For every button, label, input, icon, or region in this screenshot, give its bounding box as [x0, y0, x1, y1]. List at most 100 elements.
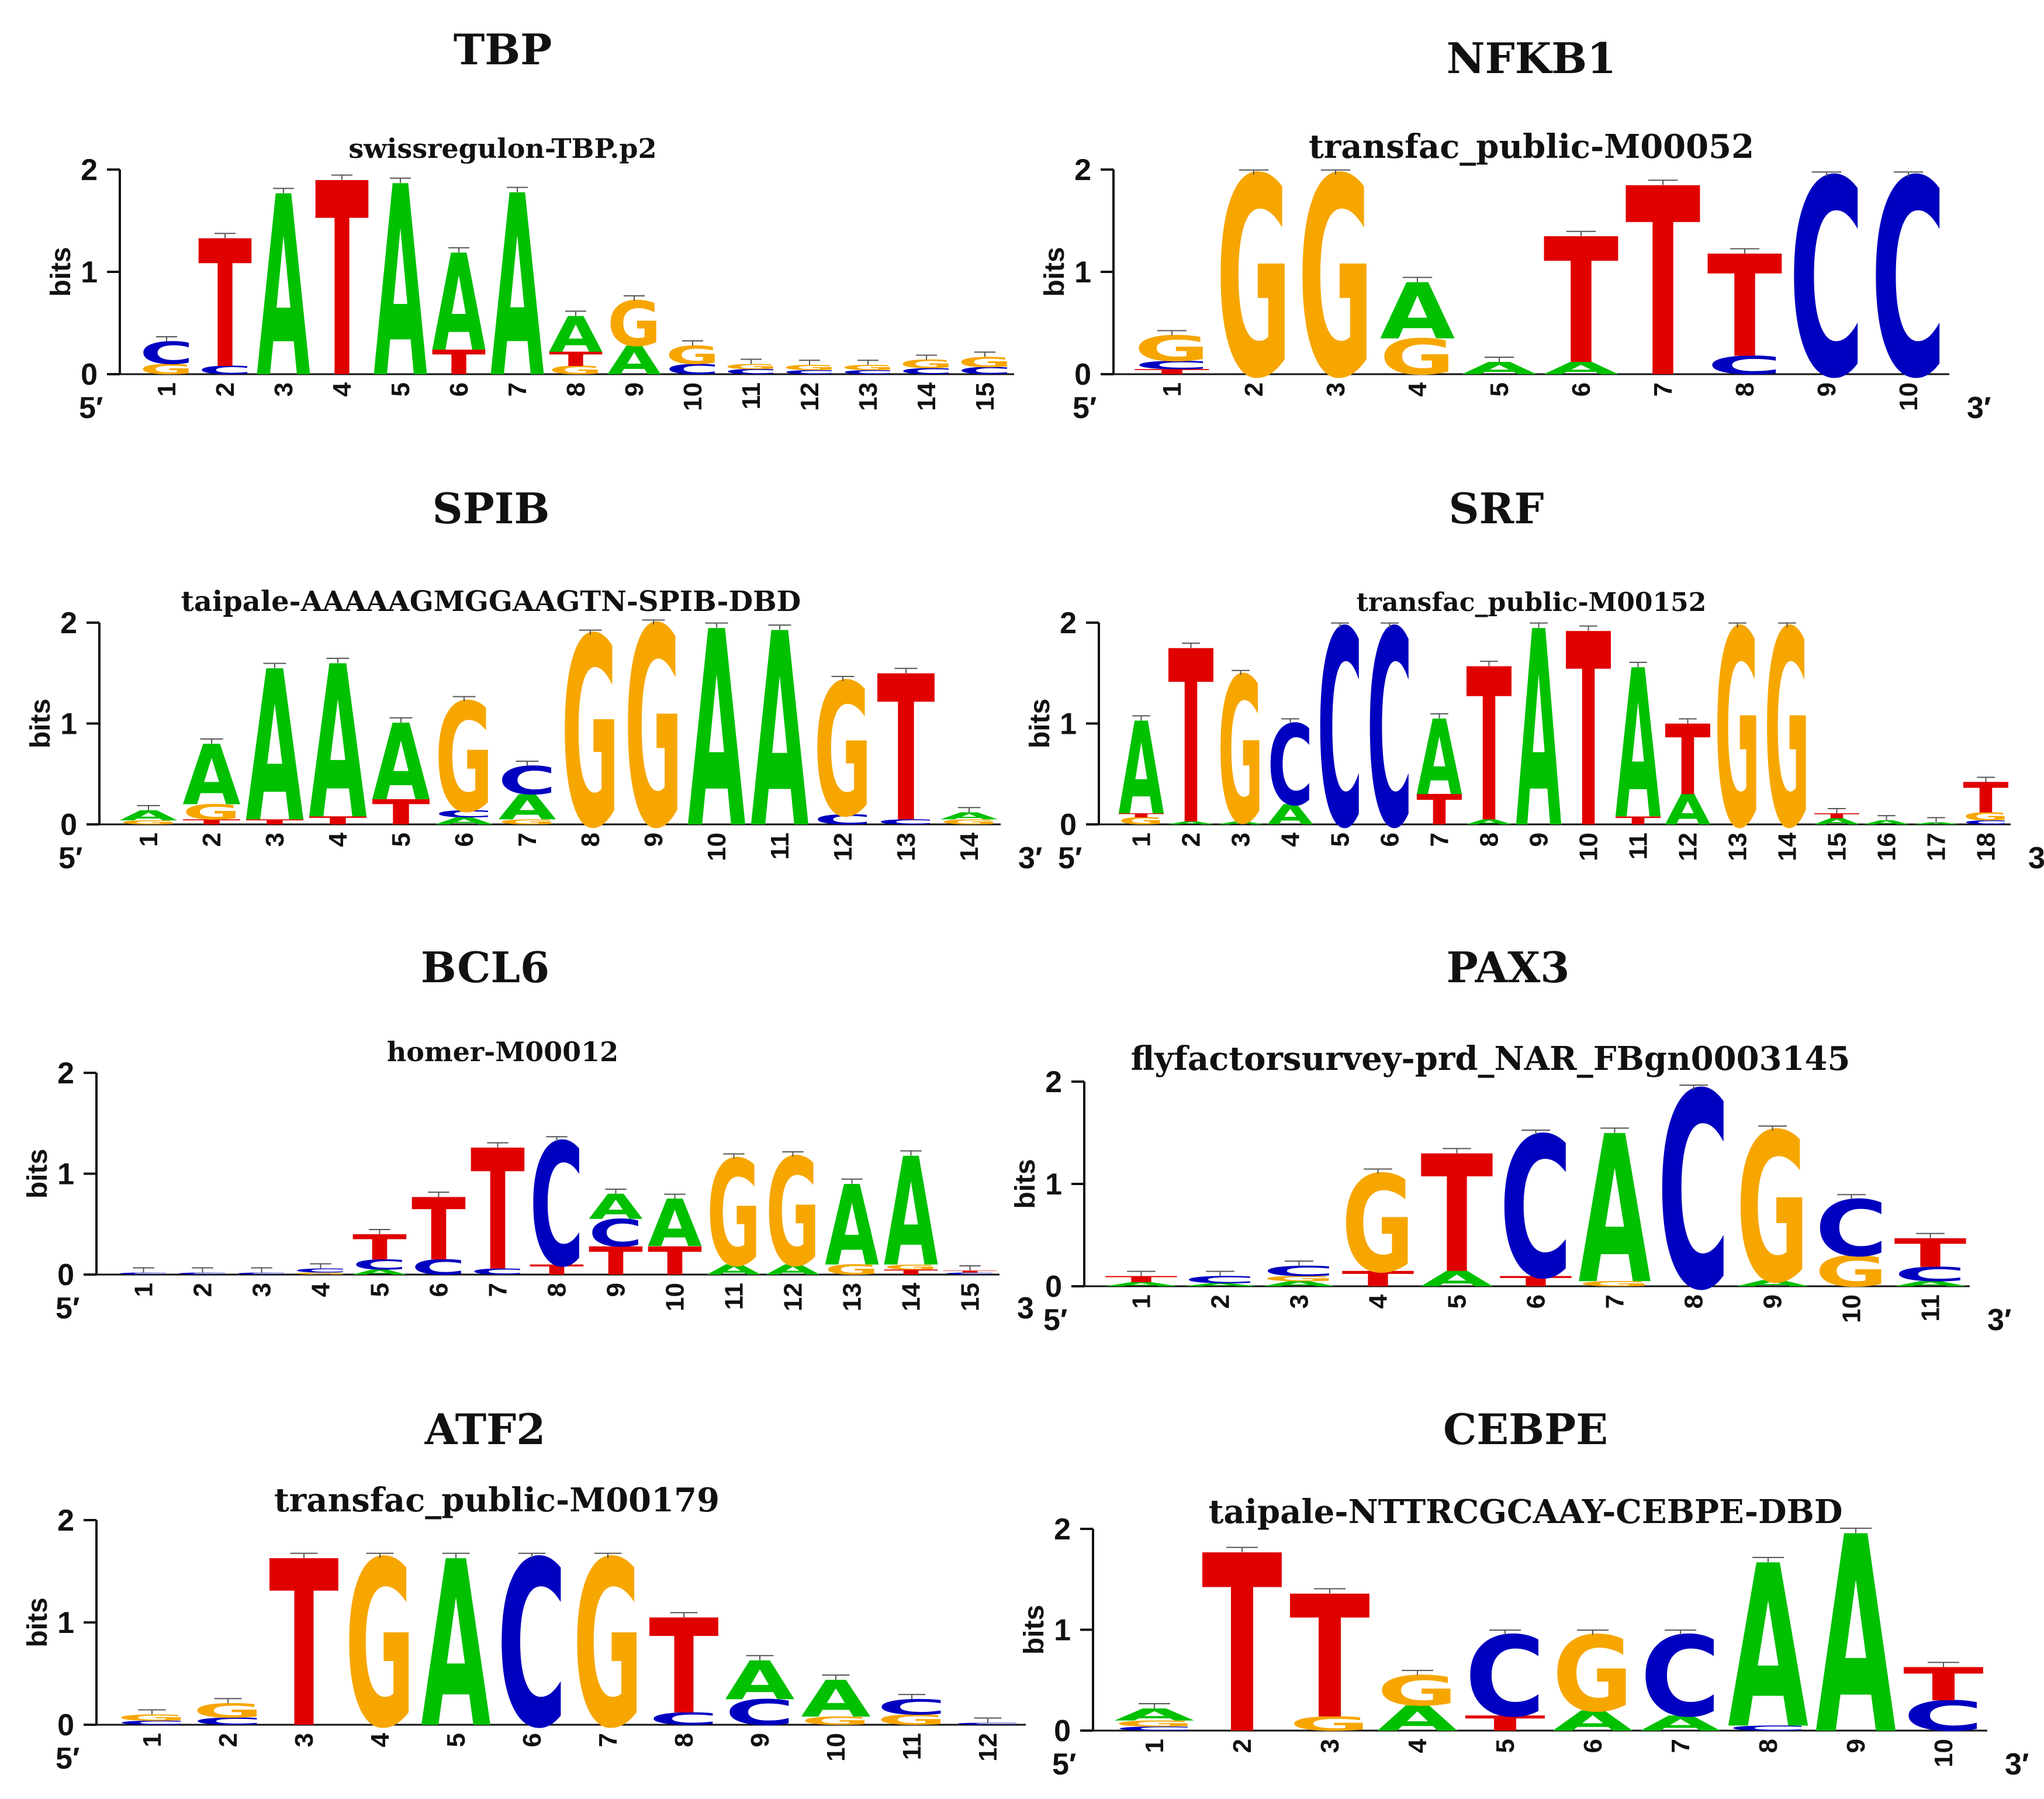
- y-tick-label: 0: [1074, 358, 1091, 392]
- logo-letter-c: C: [649, 1709, 719, 1729]
- logo-letter-c: C: [175, 1272, 230, 1275]
- five-prime-label: 5′: [56, 1742, 79, 1776]
- logo-letter-g: G: [119, 819, 177, 826]
- x-tick-label: 3: [290, 1733, 319, 1747]
- logo-letter-g: G: [140, 361, 193, 378]
- x-tick-label: 1: [1140, 1739, 1169, 1753]
- logo-title: BCL6: [421, 942, 549, 992]
- x-tick-label: 8: [543, 1283, 572, 1297]
- x-tick-label: 1: [138, 1733, 167, 1747]
- x-tick-label: 2: [1177, 833, 1206, 847]
- x-tick-label: 10: [1575, 833, 1603, 861]
- x-tick-label: 17: [1922, 833, 1951, 861]
- x-tick-label: 18: [1972, 833, 2001, 861]
- y-axis-label: bits: [1025, 699, 1056, 748]
- logo-letter-t: T: [884, 1268, 938, 1276]
- x-tick-label: 4: [328, 382, 357, 396]
- y-tick-label: 2: [1054, 1513, 1071, 1546]
- five-prime-label: 5′: [56, 1292, 79, 1325]
- x-tick-label: 9: [639, 833, 668, 847]
- logo-letter-t: T: [182, 818, 240, 826]
- logo-letter-c: C: [1184, 1274, 1256, 1286]
- x-tick-label: 3: [1285, 1294, 1314, 1308]
- logo-letter-c: C: [724, 368, 778, 376]
- x-tick-label: 8: [1680, 1294, 1708, 1308]
- x-tick-label: 10: [679, 382, 707, 411]
- logo-letter-c: C: [1894, 1263, 1966, 1286]
- x-tick-label: 3: [1227, 833, 1256, 847]
- y-axis-label: bits: [1010, 1159, 1041, 1208]
- y-tick-label: 1: [1045, 1168, 1062, 1201]
- logo-letter-c: C: [117, 1719, 187, 1726]
- logo-letter-a: A: [1114, 1705, 1195, 1725]
- logo-letter-g: G: [1135, 329, 1210, 370]
- y-tick-label: 0: [60, 808, 77, 842]
- logo-letter-g: G: [884, 1263, 938, 1271]
- logo-letter-a: A: [589, 1187, 643, 1228]
- logo-letter-g: G: [1963, 810, 2008, 823]
- five-prime-label: 5′: [1043, 1303, 1067, 1337]
- x-tick-label: 7: [1649, 382, 1678, 396]
- y-tick-label: 2: [1074, 153, 1091, 187]
- x-tick-label: 5: [387, 833, 416, 847]
- logo-letter-c: C: [1640, 1614, 1721, 1742]
- logo-letter-a: A: [766, 1262, 820, 1277]
- x-tick-label: 8: [1754, 1739, 1783, 1753]
- logo-letter-c: C: [1903, 1692, 1984, 1741]
- logo-letter-g: G: [724, 362, 778, 371]
- logo-subtitle: transfac_public-M00179: [274, 1481, 720, 1520]
- x-tick-label: 7: [513, 833, 542, 847]
- x-tick-label: 1: [1128, 1294, 1156, 1308]
- x-tick-label: 8: [576, 833, 605, 847]
- logo-letter-c: C: [1135, 359, 1210, 372]
- x-tick-label: 2: [189, 1283, 217, 1297]
- logo-letter-a: A: [1894, 1280, 1966, 1288]
- y-tick-label: 0: [1054, 1714, 1071, 1748]
- x-tick-label: 4: [1277, 832, 1305, 847]
- logo-letter-t: T: [943, 1270, 997, 1273]
- logo-letter-a: A: [1416, 699, 1462, 819]
- logo-letter-t: T: [471, 1116, 525, 1308]
- x-tick-label: 11: [898, 1733, 926, 1760]
- x-tick-label: 10: [822, 1733, 850, 1762]
- logo-letter-g: G: [182, 800, 240, 824]
- y-axis-label: bits: [22, 1597, 53, 1647]
- x-tick-label: 8: [1475, 833, 1504, 847]
- y-tick-label: 2: [60, 606, 77, 640]
- y-tick-label: 1: [1060, 707, 1077, 741]
- x-tick-label: 9: [746, 1733, 774, 1747]
- logo-letter-c: C: [471, 1267, 525, 1277]
- x-tick-label: 4: [307, 1282, 336, 1297]
- five-prime-label: 5′: [79, 391, 103, 425]
- logo-subtitle: transfac_public-M00052: [1309, 127, 1754, 166]
- logo-letter-a: A: [1380, 268, 1455, 357]
- logo-letter-g: G: [783, 364, 836, 372]
- x-tick-label: 2: [211, 382, 240, 396]
- x-tick-label: 11: [1917, 1294, 1945, 1322]
- x-tick-label: 5: [386, 382, 415, 396]
- logo-letter-a: A: [549, 307, 603, 364]
- logo-letter-g: G: [1377, 1667, 1458, 1715]
- logo-letter-c: C: [877, 818, 935, 826]
- x-tick-label: 3: [248, 1283, 276, 1297]
- logo-letter-g: G: [1218, 637, 1263, 869]
- logo-letter-g: G: [707, 1131, 761, 1299]
- logo-letter-g: G: [1578, 1280, 1651, 1288]
- logo-title: PAX3: [1447, 942, 1570, 992]
- x-tick-label: 11: [1624, 833, 1653, 860]
- logo-panel-srf: SRFtransfac_public-M00152012bits5′3′GTA1…: [1025, 484, 2044, 888]
- y-tick-label: 2: [1060, 606, 1077, 640]
- logo-letter-a: A: [1263, 1280, 1335, 1288]
- x-tick-label: 14: [912, 382, 941, 410]
- logo-letter-a: A: [1913, 822, 1959, 825]
- logo-letter-g: G: [549, 364, 603, 377]
- y-tick-label: 2: [57, 1504, 74, 1538]
- y-tick-label: 2: [57, 1056, 74, 1090]
- x-tick-label: 5: [1443, 1294, 1472, 1308]
- logo-letter-c: C: [1465, 1614, 1545, 1742]
- logo-letter-g: G: [825, 1262, 879, 1277]
- y-tick-label: 1: [81, 255, 98, 289]
- x-tick-label: 4: [1364, 1294, 1393, 1308]
